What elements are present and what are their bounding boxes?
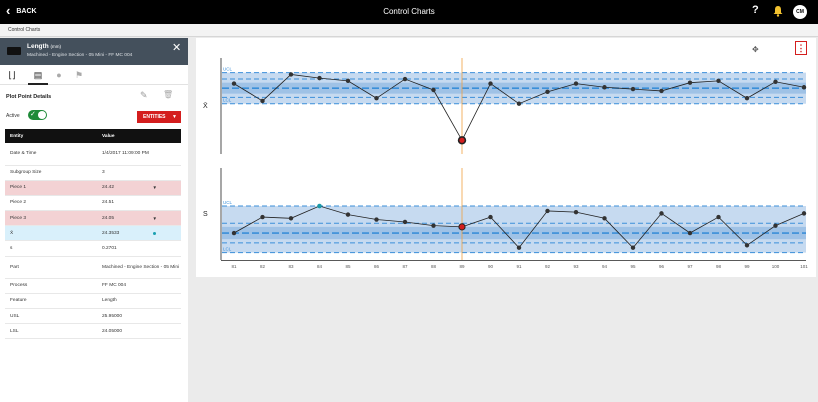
table-row[interactable]: Piece 2 24.51 bbox=[5, 195, 181, 212]
comment-icon[interactable]: ● bbox=[56, 70, 62, 80]
bell-icon[interactable] bbox=[772, 5, 784, 17]
table-row[interactable]: Piece 3 24.05 ▼ bbox=[5, 210, 181, 227]
details-table: Entity Value Date & Time 1/4/2017 11:09:0… bbox=[5, 129, 181, 340]
caret-down-icon: ▼ bbox=[172, 114, 177, 120]
table-row[interactable]: s 0.2701 bbox=[5, 240, 181, 257]
column-header: Value bbox=[97, 129, 181, 143]
chart-card bbox=[196, 38, 816, 277]
entity-cell: Piece 1 bbox=[5, 180, 97, 196]
close-icon[interactable]: ✕ bbox=[172, 42, 182, 54]
caret-down-icon[interactable]: ▼ bbox=[152, 215, 157, 221]
value-text: Machined - Engine Section - 05 Mini bbox=[102, 264, 180, 270]
value-cell: 25.95000 bbox=[97, 308, 181, 325]
part-icon bbox=[7, 47, 21, 55]
edit-icon[interactable]: ✎ bbox=[140, 90, 148, 100]
delete-icon[interactable]: 🗑 bbox=[163, 90, 174, 99]
check-icon: ✓ bbox=[30, 111, 36, 118]
table-row[interactable]: USL 25.95000 bbox=[5, 308, 181, 325]
active-tab-underline bbox=[28, 83, 48, 85]
panel-subtitle: Machined - Engine Section - 05 Mini - FF… bbox=[27, 53, 133, 58]
plot-point-panel: Length (mm) Machined - Engine Section - … bbox=[0, 38, 188, 402]
dot-icon bbox=[153, 231, 156, 235]
entity-cell: X̄ bbox=[5, 225, 97, 242]
entity-cell: Part bbox=[5, 256, 97, 279]
value-text: 3 bbox=[102, 170, 105, 176]
table-row[interactable]: Subgroup Size 3 bbox=[5, 165, 181, 181]
value-cell: 24.05 ▼ bbox=[97, 210, 181, 227]
breadcrumb: Control Charts bbox=[0, 24, 818, 37]
column-header: Entity bbox=[5, 129, 97, 143]
entity-cell: Date & Time bbox=[5, 143, 97, 166]
table-row[interactable]: Date & Time 1/4/2017 11:09:00 PM bbox=[5, 143, 181, 166]
value-cell: Length bbox=[97, 293, 181, 310]
table-row[interactable]: X̄ 24.3533 bbox=[5, 225, 181, 242]
value-cell: 0.2701 bbox=[97, 240, 181, 257]
value-cell: 24.42 ▼ bbox=[97, 180, 181, 196]
entities-button[interactable]: ENTITIES ▼ bbox=[137, 111, 181, 123]
entity-cell: Process bbox=[5, 278, 97, 294]
more-vert-icon[interactable]: ⋮ bbox=[795, 41, 807, 55]
entity-cell: Piece 2 bbox=[5, 195, 97, 212]
panel-title: Length (mm) bbox=[27, 43, 61, 50]
entity-cell: Subgroup Size bbox=[5, 165, 97, 181]
value-cell: Machined - Engine Section - 05 Mini bbox=[97, 256, 181, 279]
report-icon[interactable]: ▤ bbox=[33, 70, 43, 80]
value-text: 24.42 bbox=[102, 185, 115, 191]
top-bar: ‹ BACK Control Charts ? CM bbox=[0, 0, 818, 24]
chevron-left-icon: ‹ bbox=[6, 3, 11, 18]
value-text: Length bbox=[102, 298, 117, 304]
pan-icon[interactable]: ✥ bbox=[752, 45, 759, 54]
help-icon[interactable]: ? bbox=[752, 4, 759, 16]
entity-cell: Piece 3 bbox=[5, 210, 97, 227]
value-cell: 24.05000 bbox=[97, 323, 181, 340]
table-row[interactable]: LSL 24.05000 bbox=[5, 323, 181, 340]
value-text: 24.51 bbox=[102, 200, 115, 206]
active-label: Active bbox=[6, 113, 20, 119]
entity-cell: USL bbox=[5, 308, 97, 325]
value-text: 24.05 bbox=[102, 215, 115, 221]
avatar[interactable]: CM bbox=[793, 5, 807, 19]
chart-icon[interactable]: ⌊⌋ bbox=[8, 70, 16, 80]
value-text: 24.3533 bbox=[102, 230, 120, 236]
table-row[interactable]: Piece 1 24.42 ▼ bbox=[5, 180, 181, 196]
value-text: 24.05000 bbox=[102, 328, 123, 334]
table-row[interactable]: Part Machined - Engine Section - 05 Mini bbox=[5, 256, 181, 279]
panel-header: Length (mm) Machined - Engine Section - … bbox=[0, 38, 188, 65]
caret-down-icon[interactable]: ▼ bbox=[152, 185, 157, 191]
section-title: Plot Point Details bbox=[6, 94, 52, 100]
value-text: 1/4/2017 11:09:00 PM bbox=[102, 151, 149, 157]
flag-icon[interactable]: ⚑ bbox=[74, 70, 84, 80]
value-text: 0.2701 bbox=[102, 246, 117, 252]
value-cell: 3 bbox=[97, 165, 181, 181]
value-cell: 1/4/2017 11:09:00 PM bbox=[97, 143, 181, 166]
active-toggle[interactable]: ✓ bbox=[28, 110, 47, 120]
back-button[interactable]: ‹ BACK bbox=[6, 3, 37, 18]
panel-tabs: ⌊⌋ ▤ ● ⚑ bbox=[0, 65, 188, 85]
value-cell: 24.3533 bbox=[97, 225, 181, 242]
value-cell: FF MC 004 bbox=[97, 278, 181, 294]
value-text: FF MC 004 bbox=[102, 283, 126, 289]
entity-cell: LSL bbox=[5, 323, 97, 340]
table-row[interactable]: Feature Length bbox=[5, 293, 181, 310]
entity-cell: Feature bbox=[5, 293, 97, 310]
value-text: 25.95000 bbox=[102, 313, 123, 319]
entity-cell: s bbox=[5, 240, 97, 257]
value-cell: 24.51 bbox=[97, 195, 181, 212]
table-row[interactable]: Process FF MC 004 bbox=[5, 278, 181, 294]
app-title: Control Charts bbox=[383, 7, 435, 16]
